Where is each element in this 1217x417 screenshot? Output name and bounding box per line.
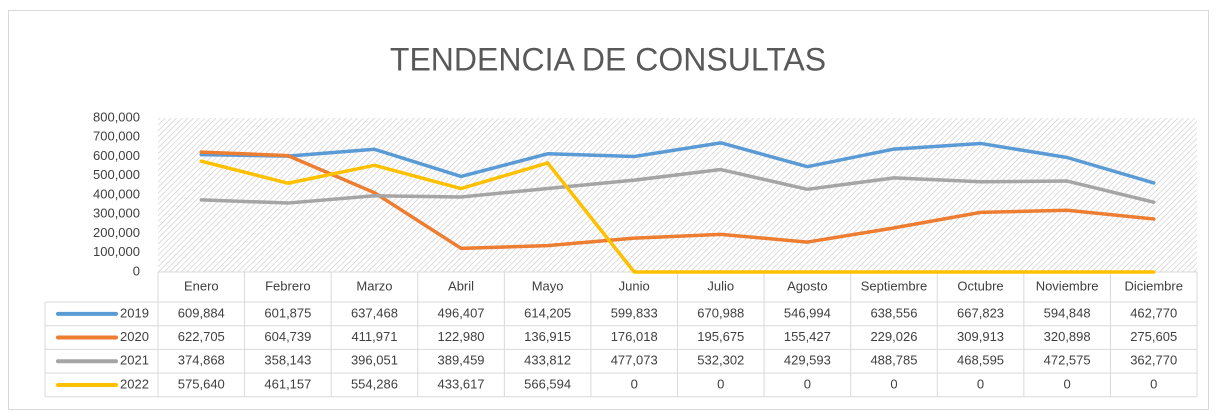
y-tick-label: 100,000 xyxy=(93,244,140,259)
table-value: 462,770 xyxy=(1130,305,1177,320)
table-value: 609,884 xyxy=(178,305,225,320)
table-value: 614,205 xyxy=(524,305,571,320)
table-value: 396,051 xyxy=(351,353,398,368)
y-tick-label: 700,000 xyxy=(93,129,140,144)
table-value: 229,026 xyxy=(870,329,917,344)
table-value: 472,575 xyxy=(1044,353,1091,368)
table-value: 566,594 xyxy=(524,376,571,391)
table-value: 136,915 xyxy=(524,329,571,344)
plot-area xyxy=(158,118,1197,272)
x-tick-label: Abril xyxy=(448,278,474,293)
legend-label: 2020 xyxy=(120,329,149,344)
table-value: 0 xyxy=(1150,376,1157,391)
table-value: 601,875 xyxy=(264,305,311,320)
x-tick-label: Mayo xyxy=(532,278,564,293)
table-value: 122,980 xyxy=(438,329,485,344)
y-tick-label: 200,000 xyxy=(93,225,140,240)
x-tick-label: Septiembre xyxy=(861,278,927,293)
legend-label: 2022 xyxy=(120,376,149,391)
table-value: 358,143 xyxy=(264,353,311,368)
y-tick-label: 500,000 xyxy=(93,167,140,182)
table-value: 477,073 xyxy=(611,353,658,368)
table-value: 309,913 xyxy=(957,329,1004,344)
x-tick-label: Febrero xyxy=(265,278,311,293)
x-tick-label: Enero xyxy=(184,278,219,293)
table-value: 546,994 xyxy=(784,305,831,320)
series-line xyxy=(199,167,1156,205)
table-value: 0 xyxy=(631,376,638,391)
x-tick-label: Octubre xyxy=(957,278,1003,293)
series-line xyxy=(199,141,1156,185)
table-value: 461,157 xyxy=(264,376,311,391)
table-value: 0 xyxy=(890,376,897,391)
table-value: 275,605 xyxy=(1130,329,1177,344)
table-value: 0 xyxy=(717,376,724,391)
table-value: 389,459 xyxy=(438,353,485,368)
y-tick-label: 800,000 xyxy=(93,109,140,124)
table-value: 433,812 xyxy=(524,353,571,368)
table-value: 594,848 xyxy=(1044,305,1091,320)
y-tick-label: 600,000 xyxy=(93,148,140,163)
table-value: 638,556 xyxy=(870,305,917,320)
table-value: 0 xyxy=(977,376,984,391)
x-tick-label: Noviembre xyxy=(1036,278,1099,293)
table-value: 468,595 xyxy=(957,353,1004,368)
table-value: 554,286 xyxy=(351,376,398,391)
table-value: 532,302 xyxy=(697,353,744,368)
table-value: 0 xyxy=(1064,376,1071,391)
table-value: 362,770 xyxy=(1130,353,1177,368)
table-value: 604,739 xyxy=(264,329,311,344)
legend-label: 2021 xyxy=(120,353,149,368)
table-value: 622,705 xyxy=(178,329,225,344)
chart-title: TENDENCIA DE CONSULTAS xyxy=(390,41,826,77)
series-line xyxy=(199,159,1156,274)
y-tick-label: 0 xyxy=(133,263,140,278)
table-value: 488,785 xyxy=(870,353,917,368)
series-line xyxy=(199,150,1156,251)
table-value: 670,988 xyxy=(697,305,744,320)
table-value: 429,593 xyxy=(784,353,831,368)
table-value: 320,898 xyxy=(1044,329,1091,344)
table-value: 637,468 xyxy=(351,305,398,320)
y-tick-label: 300,000 xyxy=(93,206,140,221)
x-tick-label: Diciembre xyxy=(1124,278,1183,293)
table-value: 155,427 xyxy=(784,329,831,344)
table-value: 195,675 xyxy=(697,329,744,344)
table-value: 575,640 xyxy=(178,376,225,391)
table-value: 176,018 xyxy=(611,329,658,344)
x-tick-label: Agosto xyxy=(787,278,827,293)
x-tick-label: Marzo xyxy=(356,278,392,293)
table-value: 599,833 xyxy=(611,305,658,320)
table-value: 374,868 xyxy=(178,353,225,368)
table-value: 667,823 xyxy=(957,305,1004,320)
table-value: 433,617 xyxy=(438,376,485,391)
legend-label: 2019 xyxy=(120,305,149,320)
x-tick-label: Junio xyxy=(619,278,650,293)
y-tick-label: 400,000 xyxy=(93,186,140,201)
table-value: 496,407 xyxy=(438,305,485,320)
x-tick-label: Julio xyxy=(707,278,734,293)
table-value: 0 xyxy=(804,376,811,391)
table-value: 411,971 xyxy=(351,329,397,344)
